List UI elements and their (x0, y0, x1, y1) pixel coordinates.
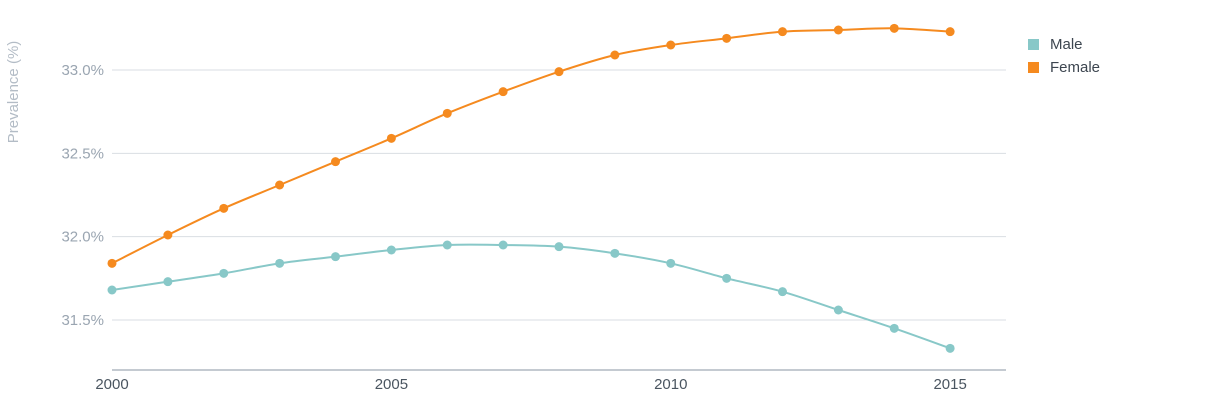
legend: Male Female (1028, 33, 1100, 79)
y-axis-title: Prevalence (%) (5, 41, 22, 144)
data-point-female (163, 230, 173, 240)
data-point-female (498, 87, 508, 97)
x-tick-label: 2010 (654, 376, 687, 393)
data-point-male (442, 240, 452, 250)
series-lines (107, 23, 955, 353)
data-point-female (275, 180, 285, 190)
data-point-female (554, 67, 564, 77)
data-point-male (331, 252, 340, 262)
data-point-male (275, 258, 285, 268)
data-point-female (945, 27, 955, 37)
data-point-male (498, 240, 508, 250)
legend-swatch-female (1028, 62, 1039, 73)
data-point-female (889, 23, 899, 33)
data-point-female (722, 33, 732, 43)
data-point-male (722, 273, 732, 283)
data-point-male (889, 323, 899, 333)
legend-label-male: Male (1050, 36, 1083, 53)
gridlines (112, 69, 1006, 321)
data-point-male (833, 305, 843, 315)
y-tick-label: 31.5% (61, 312, 104, 329)
y-tick-label: 32.0% (61, 229, 104, 246)
x-tick-label: 2005 (375, 376, 408, 393)
data-point-female (666, 40, 676, 50)
data-point-male (945, 343, 955, 353)
data-point-female (610, 50, 620, 60)
legend-item-male[interactable]: Male (1028, 33, 1100, 56)
x-tick-label: 2015 (933, 376, 966, 393)
series-line-female (111, 27, 951, 265)
data-point-male (554, 242, 564, 252)
legend-item-female[interactable]: Female (1028, 56, 1100, 79)
data-point-male (386, 245, 396, 255)
data-point-male (107, 285, 117, 295)
data-point-female (219, 203, 229, 213)
data-point-female (386, 133, 396, 143)
data-point-female (442, 108, 452, 118)
axes: 31.5% 32.0% 32.5% 33.0% 2000 2005 2010 2015 (61, 62, 1006, 393)
data-point-female (778, 27, 787, 37)
data-point-female (833, 25, 843, 35)
legend-label-female: Female (1050, 59, 1101, 76)
legend-swatch-male (1028, 39, 1039, 50)
data-point-male (219, 268, 229, 278)
data-point-male (610, 248, 620, 258)
data-point-male (666, 258, 676, 268)
series-line-male (111, 243, 951, 350)
y-tick-label: 33.0% (61, 62, 104, 79)
data-point-male (778, 287, 787, 297)
x-tick-label: 2000 (95, 376, 128, 393)
data-point-male (163, 277, 173, 287)
y-tick-label: 32.5% (61, 145, 104, 162)
data-point-female (331, 157, 340, 167)
data-point-female (107, 258, 117, 268)
